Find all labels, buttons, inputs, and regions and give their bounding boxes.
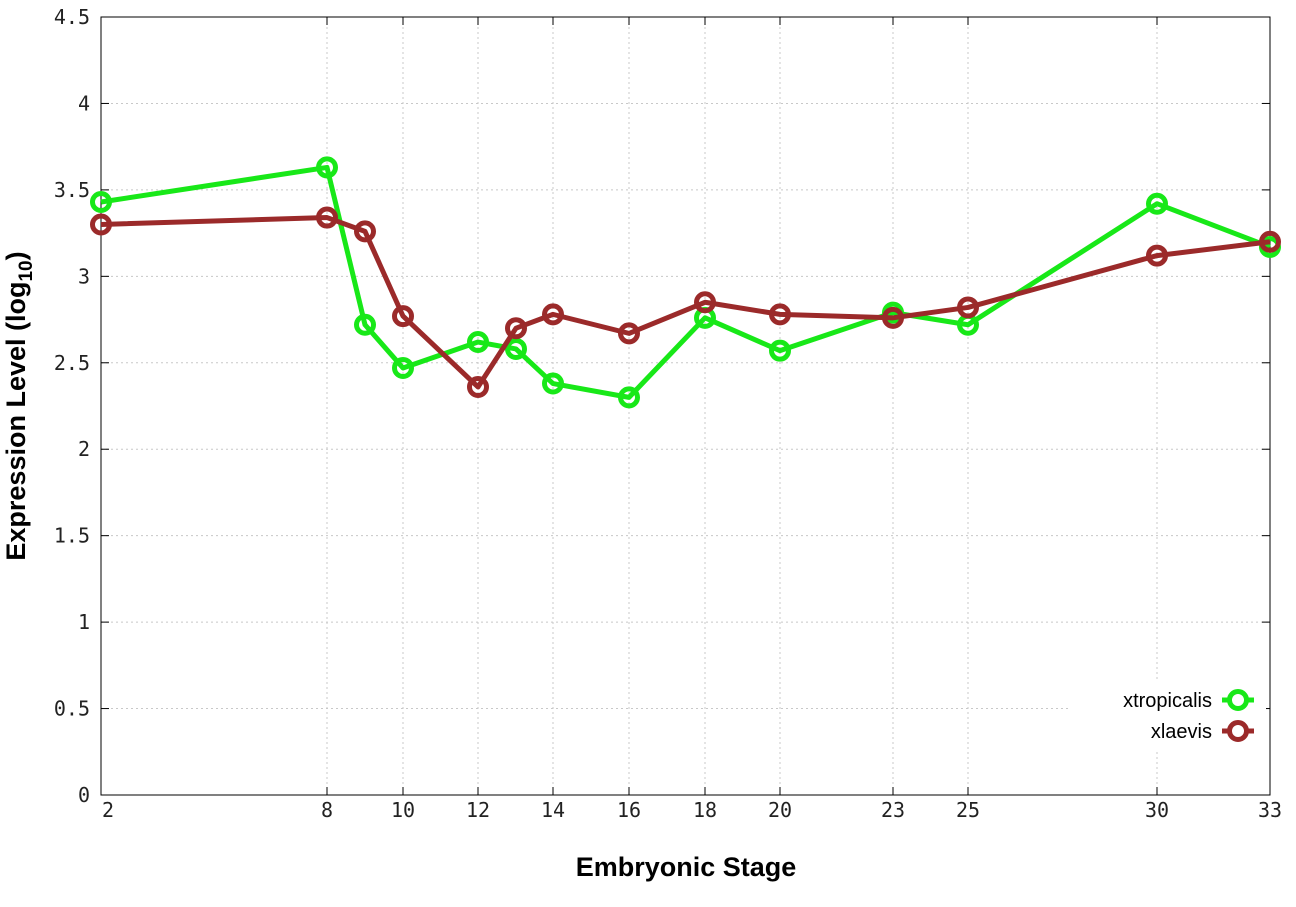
- legend-item-xlaevis: xlaevis: [1151, 720, 1254, 743]
- y-axis-title-close: ): [1, 251, 31, 260]
- y-tick-label: 1: [78, 610, 90, 634]
- series-xlaevis: [90, 206, 1281, 398]
- data-point-xlaevis: [354, 220, 376, 243]
- legend-label-xtropicalis: xtropicalis: [1123, 690, 1212, 712]
- data-point-xtropicalis: [1146, 192, 1168, 215]
- grid: [101, 17, 1270, 795]
- x-tick-label: 30: [1145, 798, 1169, 822]
- data-point-xlaevis: [1146, 244, 1168, 267]
- x-tick-label: 20: [768, 798, 792, 822]
- legend-label-xlaevis: xlaevis: [1151, 721, 1212, 743]
- x-tick-label: 23: [881, 798, 905, 822]
- data-point-xlaevis: [694, 291, 716, 314]
- data-point-xtropicalis: [467, 331, 489, 354]
- x-axis-title: Embryonic Stage: [576, 852, 797, 882]
- series-line-xlaevis: [100, 215, 1271, 390]
- y-tick-label: 4: [78, 91, 90, 115]
- x-tick-label: 8: [321, 798, 333, 822]
- y-tick-label: 2: [78, 437, 90, 461]
- data-point-xlaevis: [316, 206, 338, 229]
- y-tick-label: 2.5: [54, 351, 90, 375]
- data-point-xtropicalis: [542, 372, 564, 395]
- legend-marker-xtropicalis: [1227, 689, 1249, 711]
- data-point-xlaevis: [90, 213, 112, 236]
- y-tick-label: 3.5: [54, 178, 90, 202]
- y-tick-label: 0.5: [54, 697, 90, 721]
- data-point-xlaevis: [769, 303, 791, 326]
- legend-item-xtropicalis: xtropicalis: [1123, 689, 1254, 712]
- y-axis-title: Expression Level (log10): [1, 251, 37, 560]
- data-point-xlaevis: [1259, 230, 1281, 253]
- data-point-xtropicalis: [90, 190, 112, 213]
- y-tick-label: 1.5: [54, 524, 90, 548]
- x-tick-label: 14: [541, 798, 565, 822]
- data-point-xtropicalis: [392, 356, 414, 379]
- x-tick-label: 2: [102, 798, 114, 822]
- y-axis-title-subscript: 10: [16, 260, 37, 281]
- data-point-xtropicalis: [769, 339, 791, 362]
- x-tick-label: 16: [617, 798, 641, 822]
- legend-marker-xlaevis: [1227, 720, 1249, 742]
- y-axis-title-main: Expression Level (log: [1, 282, 31, 561]
- data-point-xlaevis: [542, 303, 564, 326]
- x-tick-label: 33: [1258, 798, 1282, 822]
- data-point-xlaevis: [618, 322, 640, 345]
- x-tick-label: 10: [391, 798, 415, 822]
- data-point-xlaevis: [392, 305, 414, 328]
- series-lines: [90, 156, 1281, 409]
- x-tick-label: 12: [466, 798, 490, 822]
- data-point-xlaevis: [505, 317, 527, 340]
- y-tick-label: 3: [78, 264, 90, 288]
- y-tick-label: 4.5: [54, 5, 90, 29]
- x-tick-label: 25: [956, 798, 980, 822]
- data-point-xtropicalis: [354, 313, 376, 336]
- y-tick-label: 0: [78, 783, 90, 807]
- data-point-xlaevis: [882, 306, 904, 329]
- plot-frame: [100, 16, 1271, 796]
- data-point-xtropicalis: [316, 156, 338, 179]
- series-xtropicalis: [90, 156, 1281, 409]
- data-point-xtropicalis: [505, 337, 527, 360]
- x-tick-label: 18: [693, 798, 717, 822]
- legend: xtropicalis xlaevis: [1070, 682, 1266, 752]
- data-point-xlaevis: [957, 296, 979, 319]
- data-point-xlaevis: [467, 375, 489, 398]
- axis-ticks: 2 8 10 12 14 16 18 20 23 25 30 33 0 0.5 1 1.5 2 2.5 3 3.5 4 4…: [54, 5, 1282, 822]
- data-point-xtropicalis: [618, 386, 640, 409]
